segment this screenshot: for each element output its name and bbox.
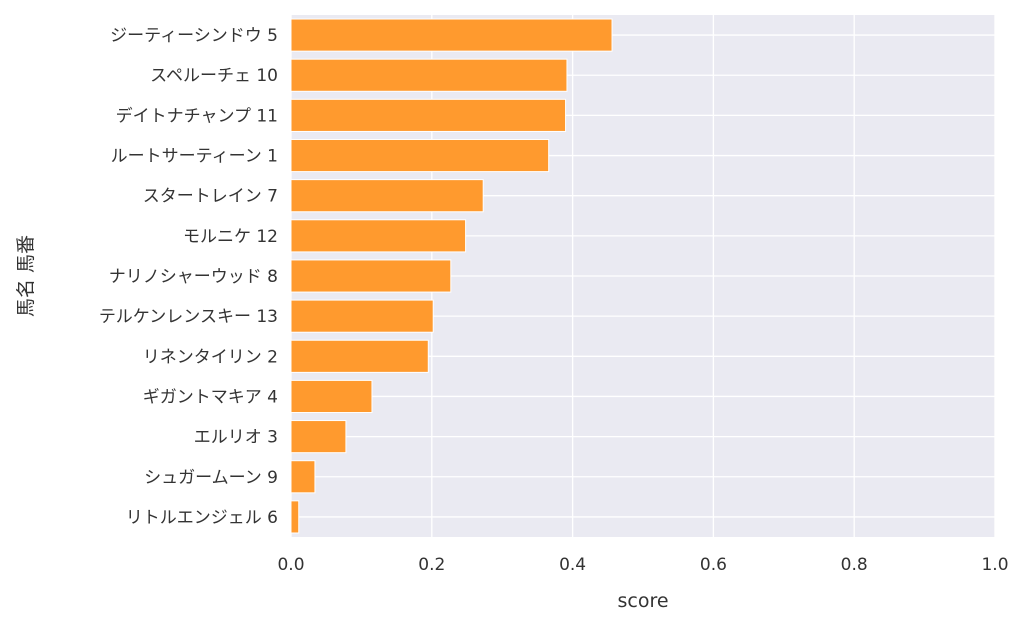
bar [290,420,347,454]
y-tick-label: ルートサーティーン 1 [111,147,278,167]
bar [290,18,613,52]
y-tick-label: ジーティーシンドウ 5 [110,26,278,46]
y-tick-label: スタートレイン 7 [143,187,278,207]
y-tick-label: ナリノシャーウッド 8 [109,267,278,287]
y-tick-label: リトルエンジェル 6 [126,508,278,528]
x-tick-label: 0.6 [700,555,727,575]
bar [290,219,467,253]
bar [290,98,567,132]
y-axis-title: 馬名 馬番 [15,235,37,317]
bar [290,460,316,494]
y-tick-label: テルケンレンスキー 13 [99,307,278,327]
bar [290,58,568,92]
bar [290,138,550,173]
x-tick-label: 1.0 [981,555,1008,575]
x-axis-title: score [617,590,668,612]
y-axis-ticks: ジーティーシンドウ 5 スペルーチェ 10 デイトナチャンプ 11 ルートサーティーン… [99,26,278,528]
bars [290,18,613,534]
x-tick-label: 0.0 [277,555,304,575]
y-tick-label: エルリオ 3 [194,428,278,448]
bar [290,259,452,293]
bar [290,379,373,414]
y-tick-label: モルニケ 12 [183,227,278,247]
y-tick-label: デイトナチャンプ 11 [116,105,278,126]
bar [290,500,300,534]
x-axis-ticks: 0.0 0.2 0.4 0.6 0.8 1.0 [277,555,1008,575]
y-tick-label: シュガームーン 9 [144,468,278,488]
x-tick-label: 0.8 [841,555,868,575]
bar [290,299,434,333]
y-tick-label: リネンタイリン 2 [143,347,278,367]
bar [290,179,484,213]
x-tick-label: 0.2 [418,555,445,575]
x-tick-label: 0.4 [559,555,586,575]
y-tick-label: ギガントマキア 4 [143,387,278,407]
y-tick-label: スペルーチェ 10 [150,66,278,86]
bar [290,339,429,373]
